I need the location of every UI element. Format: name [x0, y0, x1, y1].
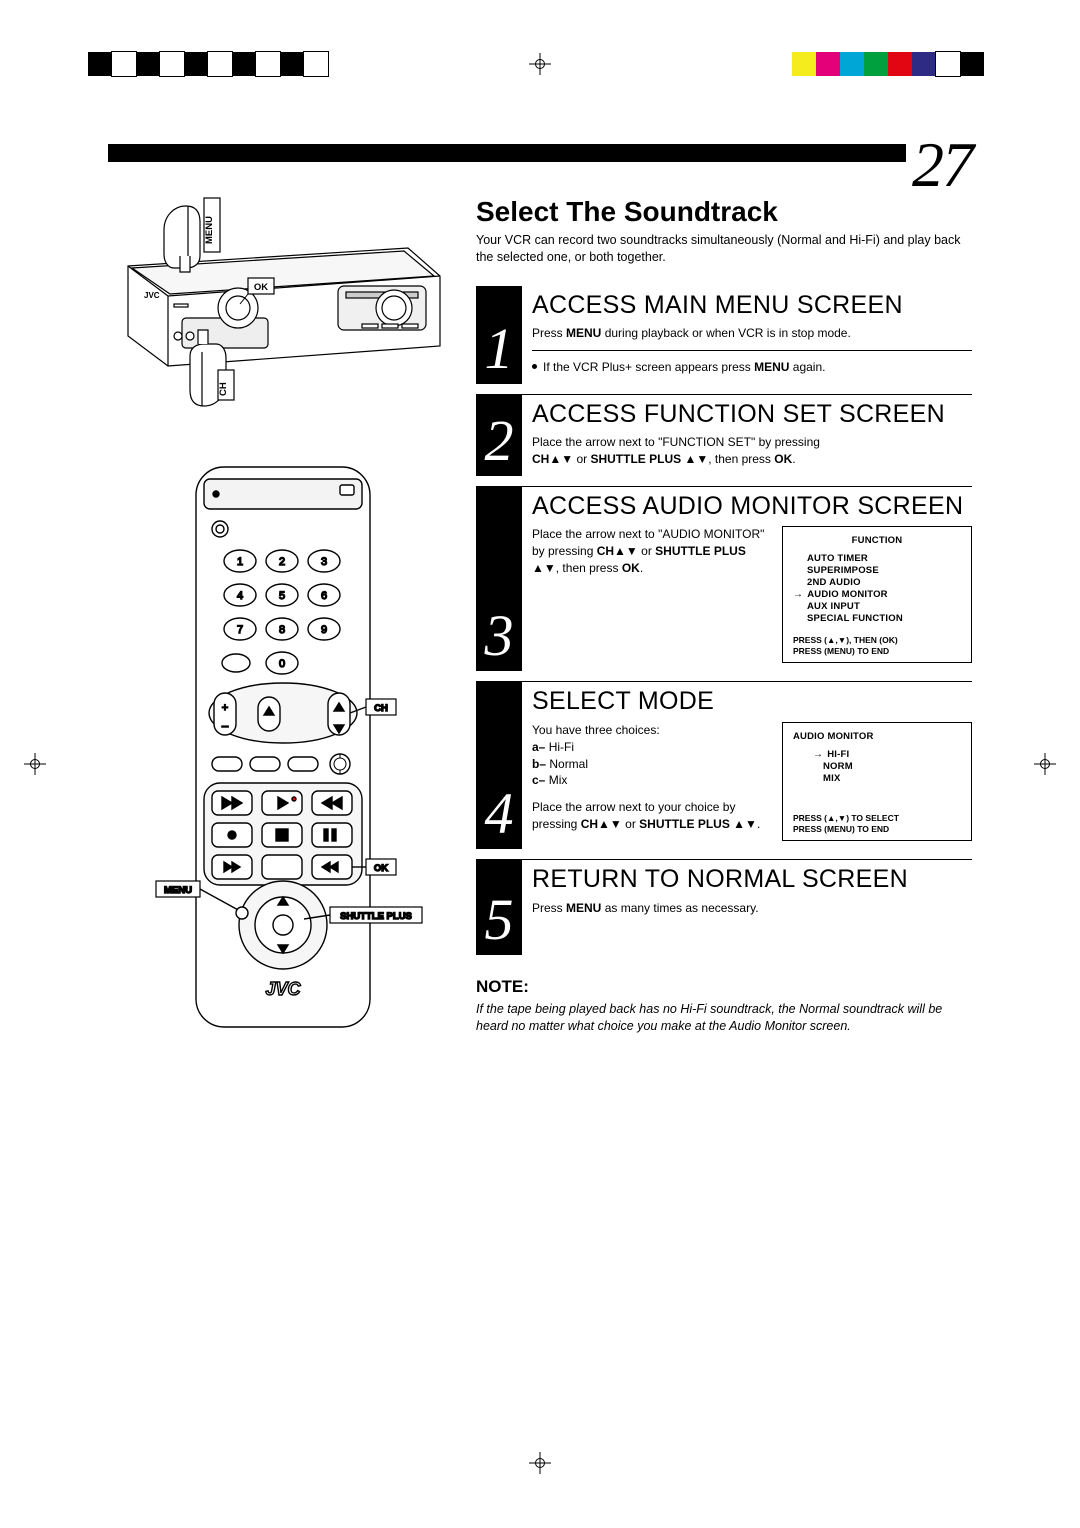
svg-text:3: 3	[321, 556, 327, 568]
svg-text:9: 9	[321, 624, 327, 636]
step-number: 1	[476, 286, 522, 384]
crop-registration-top	[0, 52, 1080, 76]
svg-text:4: 4	[237, 590, 243, 602]
remote-illustration: 1 2 3 4 5 6 7 8 9 0 + − CH	[108, 461, 458, 1056]
svg-text:7: 7	[237, 624, 243, 636]
svg-text:8: 8	[279, 624, 285, 636]
svg-text:−: −	[221, 719, 229, 734]
note-text: If the tape being played back has no Hi-…	[476, 1001, 972, 1035]
step-3: 3 ACCESS AUDIO MONITOR SCREEN Place the …	[476, 486, 972, 672]
svg-text:SHUTTLE PLUS: SHUTTLE PLUS	[340, 911, 412, 922]
page-number: 27	[906, 128, 972, 202]
step-title: ACCESS FUNCTION SET SCREEN	[532, 401, 972, 429]
step-1: 1 ACCESS MAIN MENU SCREEN Press MENU dur…	[476, 286, 972, 384]
registration-right	[1034, 753, 1056, 775]
step-number: 2	[476, 395, 522, 476]
osd-audio-monitor: AUDIO MONITOR →HI-FI NORM MIX PRESS (▲,▼…	[782, 722, 972, 841]
content-column: Select The Soundtrack Your VCR can recor…	[476, 196, 972, 1056]
vcr-menu-label: MENU	[204, 216, 215, 244]
registration-bottom	[529, 1452, 551, 1474]
page-frame: 27	[108, 144, 972, 1056]
svg-text:5: 5	[279, 590, 285, 602]
svg-text:JVC: JVC	[265, 979, 301, 999]
section-intro: Your VCR can record two soundtracks simu…	[476, 232, 972, 266]
step-2: 2 ACCESS FUNCTION SET SCREEN Place the a…	[476, 394, 972, 476]
svg-text:0: 0	[279, 658, 285, 670]
step-5: 5 RETURN TO NORMAL SCREEN Press MENU as …	[476, 859, 972, 955]
svg-text:1: 1	[237, 556, 243, 568]
illustration-column: MENU OK JVC	[108, 196, 458, 1056]
step-title: ACCESS AUDIO MONITOR SCREEN	[532, 493, 972, 521]
svg-text:+: +	[222, 702, 228, 714]
step-number: 4	[476, 682, 522, 849]
svg-text:JVC: JVC	[144, 291, 160, 300]
svg-text:2: 2	[279, 556, 285, 568]
svg-text:6: 6	[321, 590, 327, 602]
step-title: SELECT MODE	[532, 688, 972, 716]
svg-text:CH: CH	[374, 703, 388, 714]
svg-text:MENU: MENU	[164, 885, 192, 896]
step-number: 5	[476, 860, 522, 955]
svg-text:OK: OK	[374, 863, 388, 874]
section-title: Select The Soundtrack	[476, 196, 972, 228]
step-number: 3	[476, 487, 522, 672]
step-4: 4 SELECT MODE You have three choices: a–…	[476, 681, 972, 849]
vcr-illustration: MENU OK JVC	[108, 196, 458, 421]
vcr-ok-label: OK	[254, 282, 268, 293]
registration-left	[24, 753, 46, 775]
osd-function: FUNCTION AUTO TIMER SUPERIMPOSE 2ND AUDI…	[782, 526, 972, 663]
header-bar	[108, 144, 972, 162]
step-title: ACCESS MAIN MENU SCREEN	[532, 292, 972, 320]
step-title: RETURN TO NORMAL SCREEN	[532, 866, 972, 894]
vcr-ch-label: CH	[218, 382, 229, 396]
note-heading: NOTE:	[476, 977, 972, 997]
